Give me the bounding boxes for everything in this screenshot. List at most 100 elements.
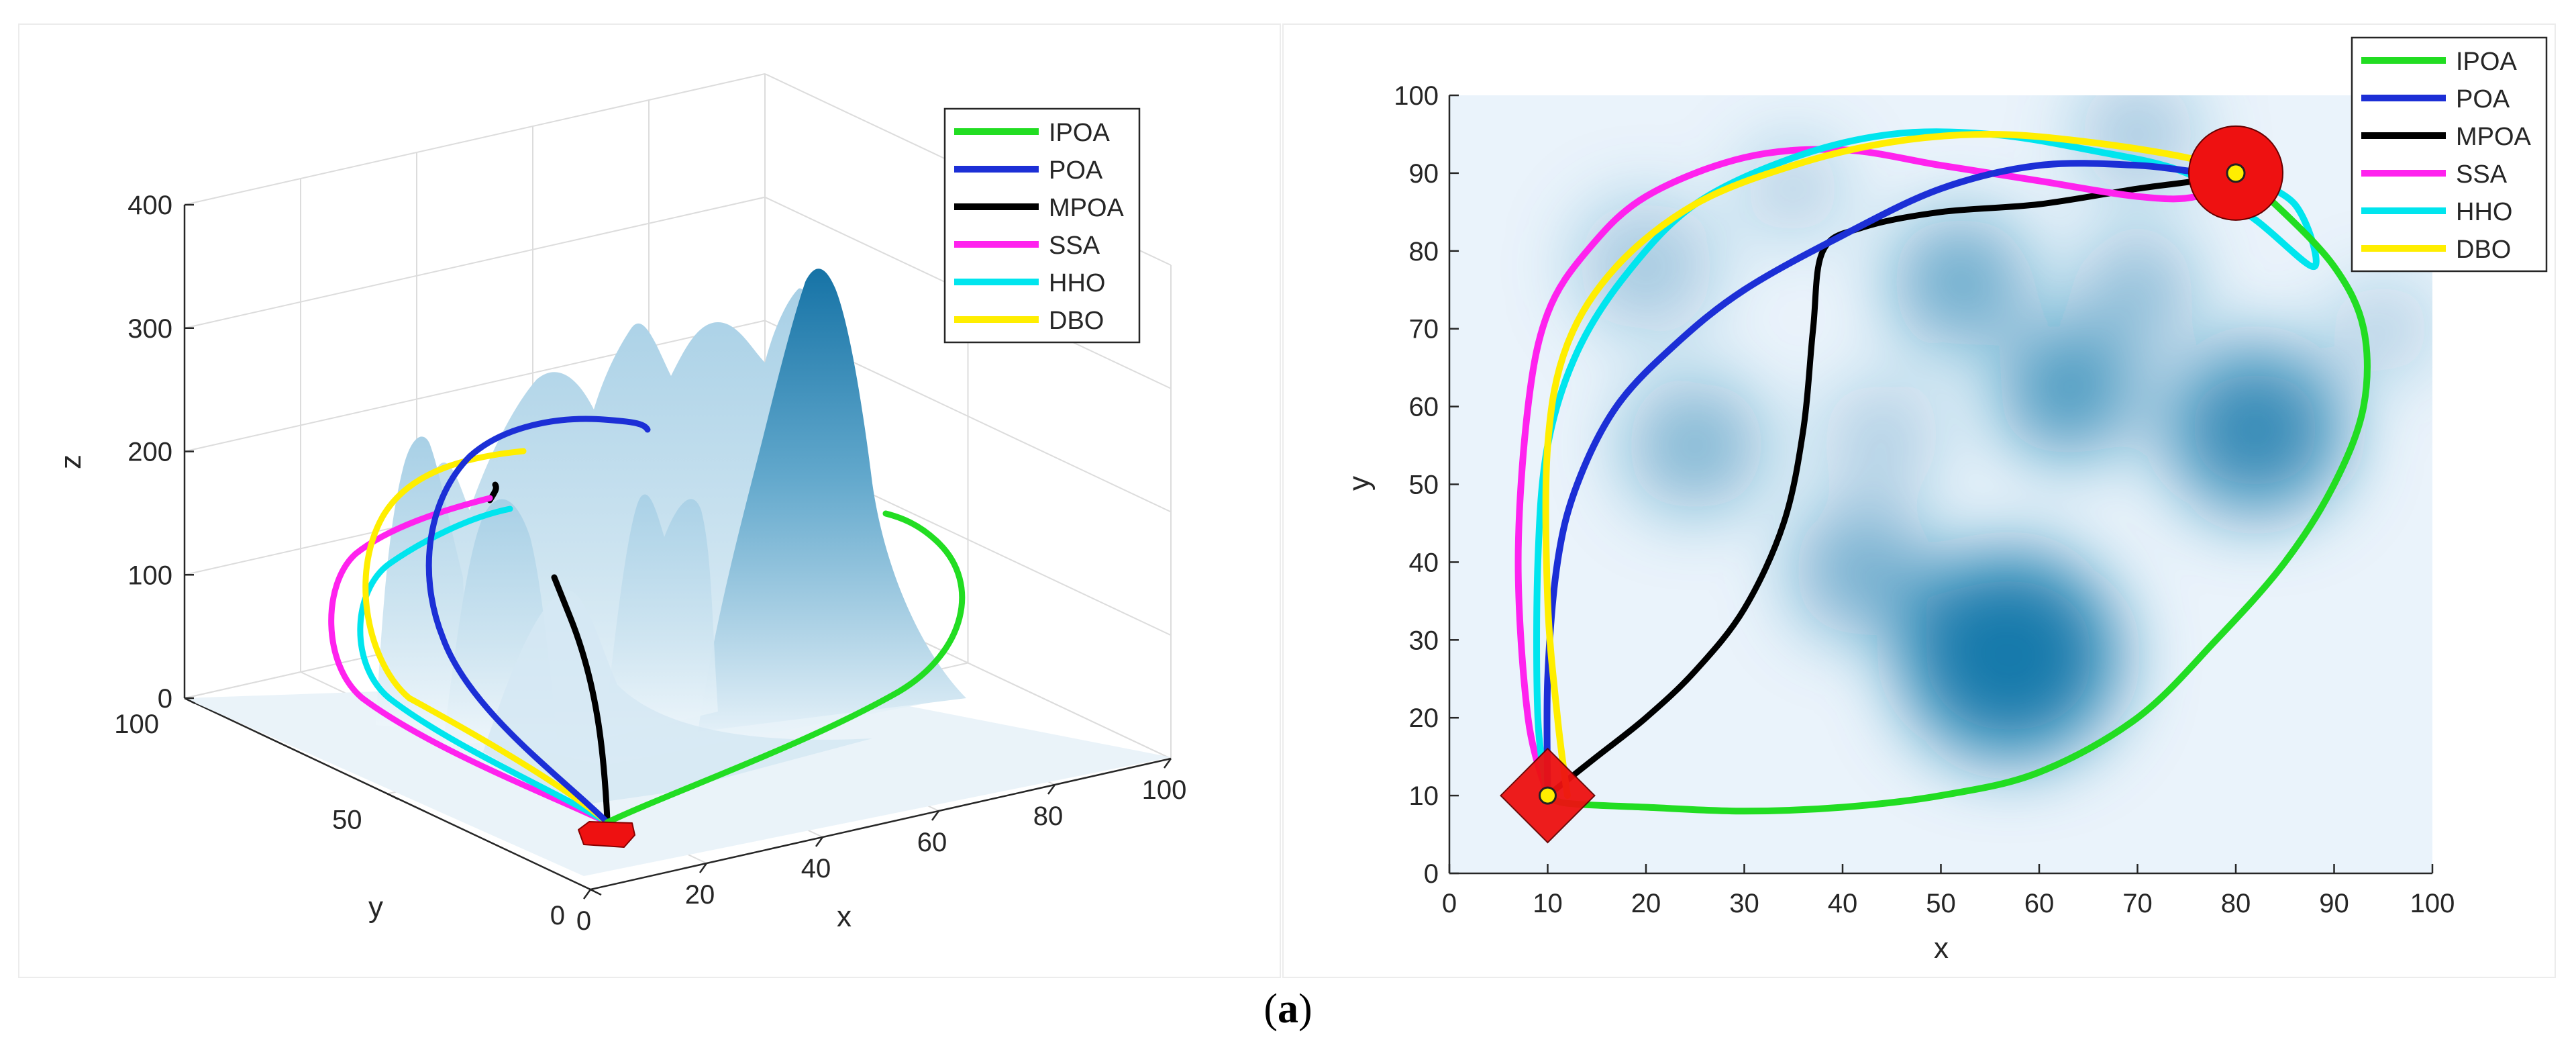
x-tick-label: 60 [2024, 889, 2055, 918]
y-tick-label: 30 [1409, 626, 1439, 655]
figure-caption: (a) [1264, 986, 1312, 1032]
obstacle-blob [1793, 504, 1931, 636]
terrain-center-peak [604, 494, 718, 738]
y-tick-label: 50 [332, 806, 362, 835]
3d-path-dbo [362, 448, 611, 826]
2d-axes: 0 10 20 30 40 50 60 70 80 90 100 0 10 20 30 40 50 60 70 80 9… [1394, 81, 2455, 918]
2d-ylabel: y [1343, 476, 1376, 491]
legend-label-ipoa: IPOA [2456, 48, 2517, 76]
legend-label-hho: HHO [2456, 198, 2512, 226]
2d-obstacle-heatmap [1577, 95, 2432, 759]
x-tick-label: 80 [2221, 889, 2251, 918]
y-tick-label: 0 [1424, 859, 1439, 889]
y-tick-label: 40 [1409, 548, 1439, 577]
y-tick [184, 697, 196, 705]
obstacle-blob [1892, 216, 2030, 348]
2d-xlabel: x [1934, 932, 1949, 965]
y-tick-label: 20 [1409, 704, 1439, 733]
obstacle-blob [1901, 552, 2118, 759]
terrain-tall-peak [698, 269, 966, 732]
legend-label-dbo: DBO [1049, 307, 1104, 335]
x-tick-label: 60 [917, 828, 947, 857]
legend-label-mpoa: MPOA [2456, 123, 2532, 151]
legend-box [2351, 36, 2548, 273]
z-tick-label: 100 [127, 561, 172, 590]
x-tick-label: 100 [2410, 889, 2455, 918]
z-tick-label: 300 [127, 314, 172, 344]
y-tick-label: 10 [1409, 781, 1439, 811]
3d-ylabel: y [368, 891, 383, 924]
obstacle-blob [2167, 346, 2345, 514]
x-tick-label: 40 [1828, 889, 1858, 918]
legend-label-poa: POA [1049, 156, 1103, 185]
x-tick [582, 889, 592, 900]
z-tick-label: 0 [158, 684, 172, 714]
2d-path-dbo [1542, 130, 2239, 800]
3d-legend: IPOA POA MPOA SSA HHO DBO [943, 107, 1141, 344]
x-tick [699, 863, 708, 873]
axis-line [590, 757, 1172, 891]
obstacle-blob [2000, 325, 2138, 456]
x-tick [1163, 758, 1172, 769]
2d-markers [1500, 125, 2283, 844]
y-tick-label: 80 [1409, 237, 1439, 267]
y-tick-label: 0 [550, 901, 565, 930]
x-tick-label: 50 [1926, 889, 1956, 918]
y-tick-label: 60 [1409, 393, 1439, 422]
3d-path-mpoa [551, 574, 611, 822]
x-tick [931, 810, 940, 821]
2d-path-poa [1543, 160, 2239, 800]
y-tick [590, 888, 602, 896]
x-tick-label: 100 [1142, 775, 1187, 805]
obstacle-blob [1626, 380, 1764, 511]
legend-label-hho: HHO [1049, 269, 1105, 297]
legend-label-ssa: SSA [2456, 160, 2508, 189]
2d-path-ssa [1514, 146, 2239, 800]
y-tick-label: 70 [1409, 315, 1439, 344]
x-tick-label: 40 [801, 854, 831, 883]
3d-path-poa [425, 416, 651, 826]
legend-label-poa: POA [2456, 85, 2510, 113]
z-tick-label: 200 [127, 438, 172, 467]
x-tick-label: 0 [1442, 889, 1457, 918]
2d-path-mpoa [1545, 170, 2239, 799]
legend-label-mpoa: MPOA [1049, 194, 1125, 222]
x-tick-label: 90 [2319, 889, 2349, 918]
2d-plot: 0 10 20 30 40 50 60 70 80 90 100 0 10 20 30 40 50 60 70 80 9… [1343, 36, 2548, 965]
2d-path-ipoa [1544, 169, 2371, 815]
3d-start-marker [578, 821, 635, 848]
y-tick-label: 100 [1394, 81, 1439, 111]
legend-label-dbo: DBO [2456, 236, 2511, 264]
z-tick-label: 400 [127, 191, 172, 220]
start-point [1539, 786, 1557, 805]
x-tick-label: 70 [2122, 889, 2153, 918]
x-tick [1047, 784, 1056, 795]
obstacle-blob [2078, 234, 2197, 346]
3d-path-ssa [328, 495, 611, 826]
legend-box [943, 107, 1141, 344]
3d-path-ipoa [604, 510, 966, 826]
3d-path-hho [357, 505, 611, 826]
grid-backwall-z [184, 196, 766, 329]
legend-label-ipoa: IPOA [1049, 119, 1110, 147]
x-tick-label: 10 [1533, 889, 1563, 918]
grid-backwall-z [184, 320, 766, 452]
3d-zlabel: z [54, 454, 87, 469]
x-tick-label: 0 [576, 906, 591, 936]
x-tick-label: 20 [1631, 889, 1661, 918]
2d-legend: IPOA POA MPOA SSA HHO DBO [2351, 36, 2548, 273]
3d-xlabel: x [837, 900, 852, 933]
2d-paths [1514, 128, 2371, 815]
3d-terrain-surface [185, 269, 1171, 876]
y-tick-label: 50 [1409, 471, 1439, 500]
x-tick-label: 80 [1033, 802, 1064, 831]
y-tick [387, 793, 399, 800]
legend-label-ssa: SSA [1049, 232, 1100, 260]
x-tick-label: 30 [1729, 889, 1759, 918]
2d-path-hho [1533, 128, 2320, 800]
grid-backwall-z [184, 73, 766, 205]
x-tick-label: 20 [685, 880, 715, 910]
